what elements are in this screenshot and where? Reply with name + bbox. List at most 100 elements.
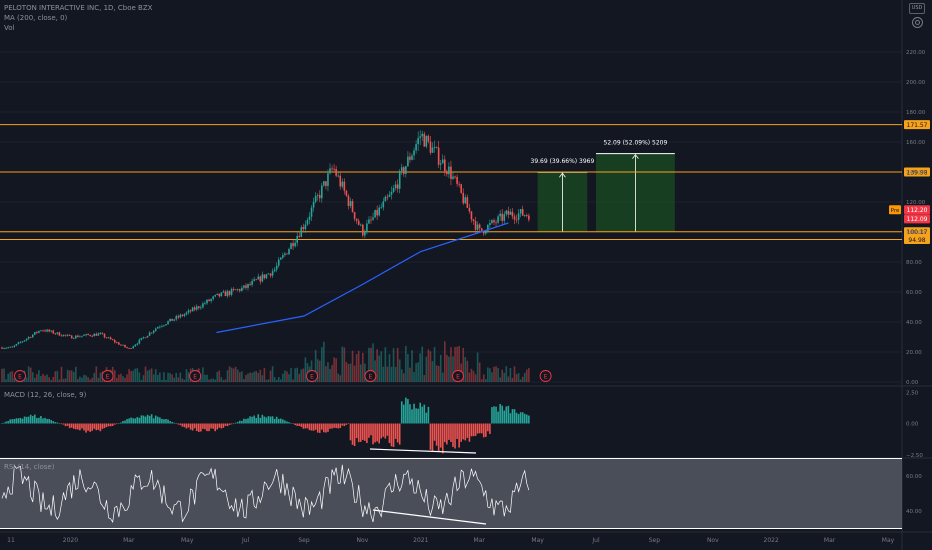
candle — [95, 333, 98, 336]
macd-bar — [323, 423, 325, 433]
macd-bar — [154, 415, 157, 424]
macd-bar — [134, 418, 137, 424]
candle — [493, 220, 495, 223]
candle — [126, 347, 128, 349]
macd-bar — [433, 423, 436, 441]
macd-bar — [218, 423, 221, 428]
candle — [132, 346, 134, 349]
macd-bar — [314, 423, 317, 430]
volume-bar — [60, 366, 63, 382]
volume-bar — [468, 372, 471, 382]
volume-bar — [364, 363, 366, 382]
volume-bar — [38, 370, 40, 382]
macd-bar — [347, 423, 350, 424]
time-tick: 2020 — [63, 537, 78, 544]
volume-bar — [523, 372, 526, 382]
macd-bar — [318, 423, 321, 433]
candle — [384, 196, 387, 202]
volume-bar — [503, 372, 506, 382]
volume-bar — [173, 377, 175, 382]
volume-bar — [396, 347, 399, 382]
macd-bar — [150, 414, 153, 424]
time-tick: May — [181, 537, 194, 544]
macd-bar — [325, 423, 327, 433]
macd-bar — [245, 419, 247, 424]
macd-bar — [427, 406, 430, 424]
volume-bar — [271, 366, 274, 382]
macd-bar — [448, 423, 450, 440]
volume-bar — [239, 372, 241, 382]
rsi-tick: 40.00 — [906, 509, 922, 515]
macd-bar — [198, 423, 200, 432]
volume-bar — [175, 373, 178, 382]
price-axis[interactable]: 112.20 112.09 Pre 0.00 20.00 40.00 60.00 80.00 1… — [889, 50, 930, 515]
level-label: 171.57 — [907, 122, 928, 129]
price-tick: 140.00 — [906, 170, 926, 176]
macd-bar — [177, 423, 180, 425]
candle — [70, 335, 73, 339]
candle — [9, 346, 11, 348]
macd-bar — [394, 423, 397, 439]
macd-bar — [95, 423, 98, 431]
volume-bar — [85, 375, 87, 382]
macd-bar — [58, 423, 61, 424]
time-axis[interactable]: 11 2020 Mar May Jul Sep Nov 2021 Mar May Jul Sep Nov… — [7, 537, 894, 544]
volume-bar — [390, 366, 393, 382]
volume-bar — [403, 373, 405, 382]
price-tag-label: 112.09 — [907, 216, 928, 223]
volume-bar — [292, 379, 294, 382]
earnings-label: E — [310, 373, 314, 380]
volume-bar — [161, 379, 163, 382]
macd-bar — [144, 416, 147, 424]
macd-bar — [247, 418, 249, 424]
candle — [296, 235, 298, 243]
macd-bar — [300, 423, 303, 427]
volume-bar — [427, 349, 430, 382]
volume-bar — [140, 379, 143, 382]
candle — [42, 330, 44, 332]
volume-bar — [267, 379, 270, 382]
candle — [269, 273, 272, 276]
volume-bar — [485, 379, 487, 382]
volume-bar — [448, 356, 450, 382]
candle — [425, 135, 428, 147]
target-boxes[interactable]: 39.69 (39.66%) 3969 52.09 (52.09%) 5209 — [531, 140, 675, 232]
gear-icon[interactable] — [912, 17, 923, 28]
macd-bar — [286, 421, 288, 424]
macd-bar — [398, 423, 401, 445]
volume-bar — [370, 347, 372, 382]
macd-bar — [407, 399, 409, 424]
candle — [87, 334, 89, 335]
macd-bar — [13, 419, 16, 424]
volume-bar — [261, 375, 264, 382]
macd-bar — [130, 417, 132, 424]
candle — [15, 344, 18, 346]
time-tick: Nov — [707, 537, 719, 544]
pre-tag-label: Pre — [891, 208, 900, 214]
candle — [503, 214, 506, 221]
macd-bar — [25, 416, 28, 424]
candle — [462, 192, 465, 204]
macd-bar — [79, 423, 81, 431]
candle — [282, 255, 284, 258]
volume-bar — [454, 347, 456, 382]
candle — [101, 333, 104, 334]
price-tick: 20.00 — [906, 350, 922, 356]
macd-bar — [435, 423, 438, 446]
candle — [497, 216, 499, 223]
volume-bar — [333, 357, 335, 382]
candle — [13, 345, 16, 347]
macd-bar — [113, 423, 116, 425]
currency-button[interactable]: USD — [909, 3, 925, 14]
volume-bar — [66, 369, 69, 382]
macd-bar — [1, 423, 3, 424]
volume-bar — [300, 369, 303, 382]
candle — [163, 325, 165, 327]
macd-bar — [439, 423, 442, 448]
volume-bar — [247, 373, 249, 382]
volume-bar — [128, 368, 130, 382]
macd-bar — [204, 423, 206, 430]
candle — [202, 303, 204, 308]
